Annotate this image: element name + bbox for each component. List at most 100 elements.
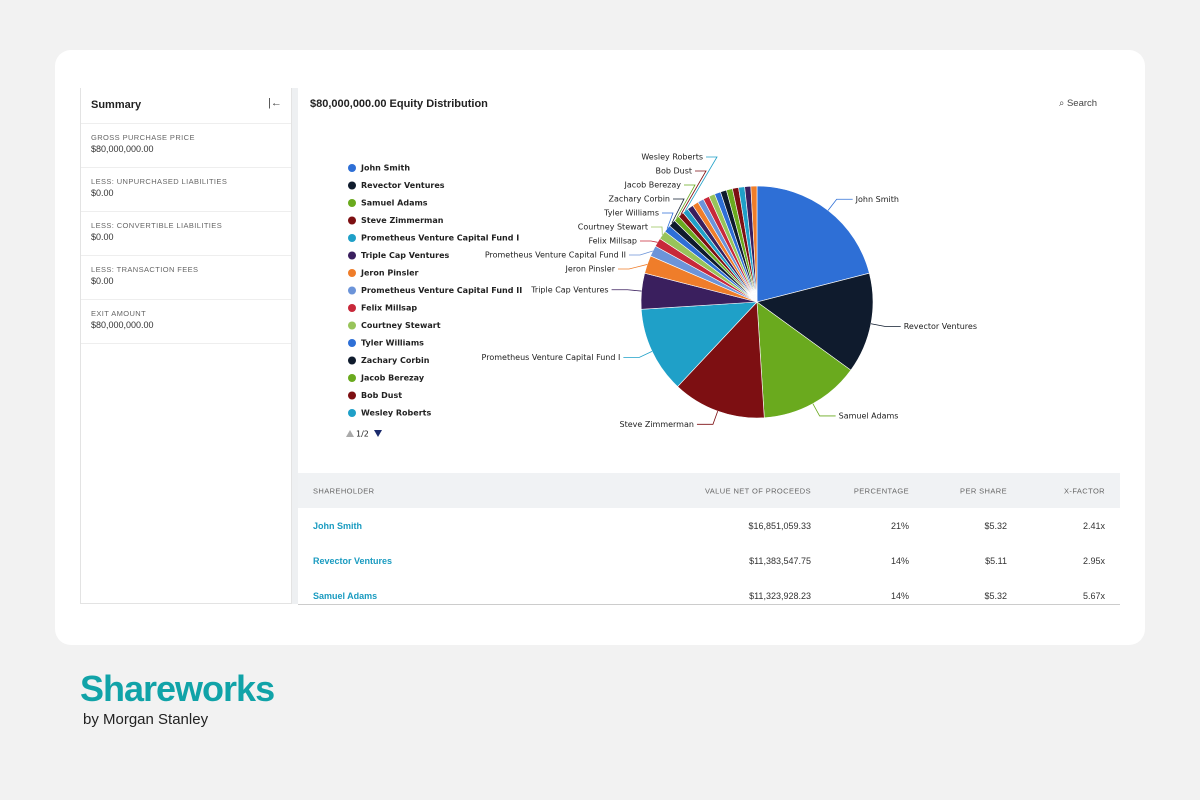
leader-line: [680, 170, 707, 215]
legend-label[interactable]: Jeron Pinsler: [360, 269, 419, 278]
legend-label[interactable]: Steve Zimmerman: [361, 216, 444, 225]
slice-label: Jacob Berezay: [624, 181, 682, 190]
slice-label: Bob Dust: [655, 167, 692, 176]
legend-label[interactable]: Triple Cap Ventures: [361, 251, 449, 260]
summary-value: $0.00: [91, 232, 114, 242]
slice-label: John Smith: [855, 195, 899, 204]
table-row: Revector Ventures $11,383,547.75 14% $5.11 2…: [298, 543, 1120, 578]
legend-swatch: [348, 269, 356, 277]
table-cell: 14%: [890, 590, 909, 601]
legend-label[interactable]: Bob Dust: [361, 391, 402, 400]
table-cell: 2.41x: [1082, 520, 1105, 531]
slice-label: Triple Cap Ventures: [530, 285, 608, 294]
summary-label: LESS: UNPURCHASED LIABILITIES: [91, 177, 228, 186]
summary-item: LESS: UNPURCHASED LIABILITIES $0.00: [81, 168, 291, 212]
summary-item: GROSS PURCHASE PRICE $80,000,000.00: [81, 124, 291, 168]
leader-line: [684, 156, 718, 211]
table-cell: PERCENTAGE: [853, 486, 909, 495]
card: [55, 50, 1145, 645]
slice-label: Zachary Corbin: [609, 195, 670, 204]
panel-title: $80,000,000.00 Equity Distribution: [310, 98, 488, 110]
legend-swatch: [348, 286, 356, 295]
legend-label[interactable]: Prometheus Venture Capital Fund II: [361, 286, 522, 295]
legend-swatch: [348, 409, 356, 417]
leader-line: [870, 323, 901, 327]
summary-value: $0.00: [91, 276, 114, 286]
leader-line: [812, 403, 836, 417]
summary-label: LESS: CONVERTIBLE LIABILITIES: [91, 221, 223, 230]
table-header: SHAREHOLDER VALUE NET OF PROCEEDS PERCENTA…: [298, 473, 1120, 508]
slice-label: Prometheus Venture Capital Fund II: [485, 251, 626, 260]
leader-line: [827, 198, 853, 211]
table-cell: $11,323,928.23: [749, 590, 811, 601]
table-cell: $16,851,059.33: [748, 520, 811, 531]
leader-line: [651, 226, 663, 236]
legend-prev[interactable]: [346, 430, 354, 437]
summary-panel: Summary GROSS PURCHASE PRICE $80,000,000.…: [80, 88, 292, 604]
summary-title: Summary: [81, 88, 291, 124]
shareholder-cell[interactable]: John Smith: [313, 520, 362, 531]
shareholder-cell[interactable]: Revector Ventures: [313, 555, 393, 566]
legend-label[interactable]: Zachary Corbin: [361, 356, 430, 365]
slice-label: Courtney Stewart: [578, 223, 648, 232]
legend-label[interactable]: Samuel Adams: [361, 199, 428, 208]
summary-value: $80,000,000.00: [91, 144, 154, 154]
legend-label[interactable]: John Smith: [360, 164, 410, 173]
search-button[interactable]: ⌕ Search: [1059, 98, 1098, 109]
slice-label: Jeron Pinsler: [565, 265, 616, 274]
pie-slice: [750, 185, 758, 303]
legend-label[interactable]: Wesley Roberts: [361, 409, 431, 418]
leader-line: [629, 250, 653, 256]
summary-item: LESS: CONVERTIBLE LIABILITIES $0.00: [81, 212, 291, 256]
legend-swatch: [348, 234, 356, 242]
legend-next[interactable]: [374, 430, 382, 437]
leader-line: [671, 198, 685, 224]
legend-label[interactable]: Prometheus Venture Capital Fund I: [361, 234, 519, 243]
slice-label: Wesley Roberts: [641, 153, 703, 162]
table-cell: $11,383,547.75: [749, 555, 811, 566]
legend-page: 1/2: [356, 430, 369, 439]
leader-line: [696, 411, 719, 425]
legend-label[interactable]: Courtney Stewart: [361, 321, 441, 330]
table-cell: X-FACTOR: [1064, 486, 1105, 495]
table-cell: 14%: [890, 555, 909, 566]
summary-label: EXIT AMOUNT: [91, 309, 147, 318]
table-row: John Smith $16,851,059.33 21% $5.32 2.41x: [298, 508, 1120, 543]
slice-label: Revector Ventures: [904, 322, 977, 331]
table-cell: VALUE NET OF PROCEEDS: [704, 486, 811, 495]
summary-item: EXIT AMOUNT $80,000,000.00: [81, 300, 291, 344]
legend-label[interactable]: Tyler Williams: [361, 339, 424, 348]
collapse-button[interactable]: |←: [268, 97, 282, 109]
leader-line: [662, 212, 674, 229]
table-cell: $5.11: [985, 555, 1007, 566]
search-label[interactable]: Search: [1066, 98, 1098, 109]
leader-line: [623, 351, 653, 358]
pie-slice: [640, 301, 758, 387]
legend-label[interactable]: Revector Ventures: [361, 181, 445, 190]
pie-slice: [677, 301, 765, 419]
table-cell: 21%: [890, 520, 909, 531]
legend-swatch: [348, 164, 356, 172]
leader-line: [618, 264, 648, 270]
legend-swatch: [348, 356, 356, 365]
summary-value: $80,000,000.00: [91, 320, 154, 330]
legend-swatch: [348, 251, 356, 260]
summary-items: GROSS PURCHASE PRICE $80,000,000.00 LESS: …: [81, 124, 291, 344]
pie-slice: [756, 301, 852, 419]
shareholder-cell[interactable]: Samuel Adams: [313, 590, 378, 601]
summary-label: GROSS PURCHASE PRICE: [91, 133, 195, 142]
legend-label[interactable]: Jacob Berezay: [360, 374, 425, 383]
legend-swatch: [348, 374, 356, 382]
slice-label: Steve Zimmerman: [619, 420, 693, 429]
legend-swatch: [348, 199, 356, 207]
legend-swatch: [348, 339, 356, 347]
slice-label: Tyler Williams: [603, 209, 659, 218]
legend-swatch: [348, 216, 356, 225]
table-cell: $5.32: [984, 520, 1007, 531]
shareholder-cell: SHAREHOLDER: [313, 486, 375, 495]
divider: [292, 88, 298, 604]
brand-tagline: by Morgan Stanley: [83, 711, 209, 728]
legend-label[interactable]: Felix Millsap: [361, 304, 417, 313]
table-row: Samuel Adams $11,323,928.23 14% $5.32 5.67x: [298, 578, 1120, 604]
